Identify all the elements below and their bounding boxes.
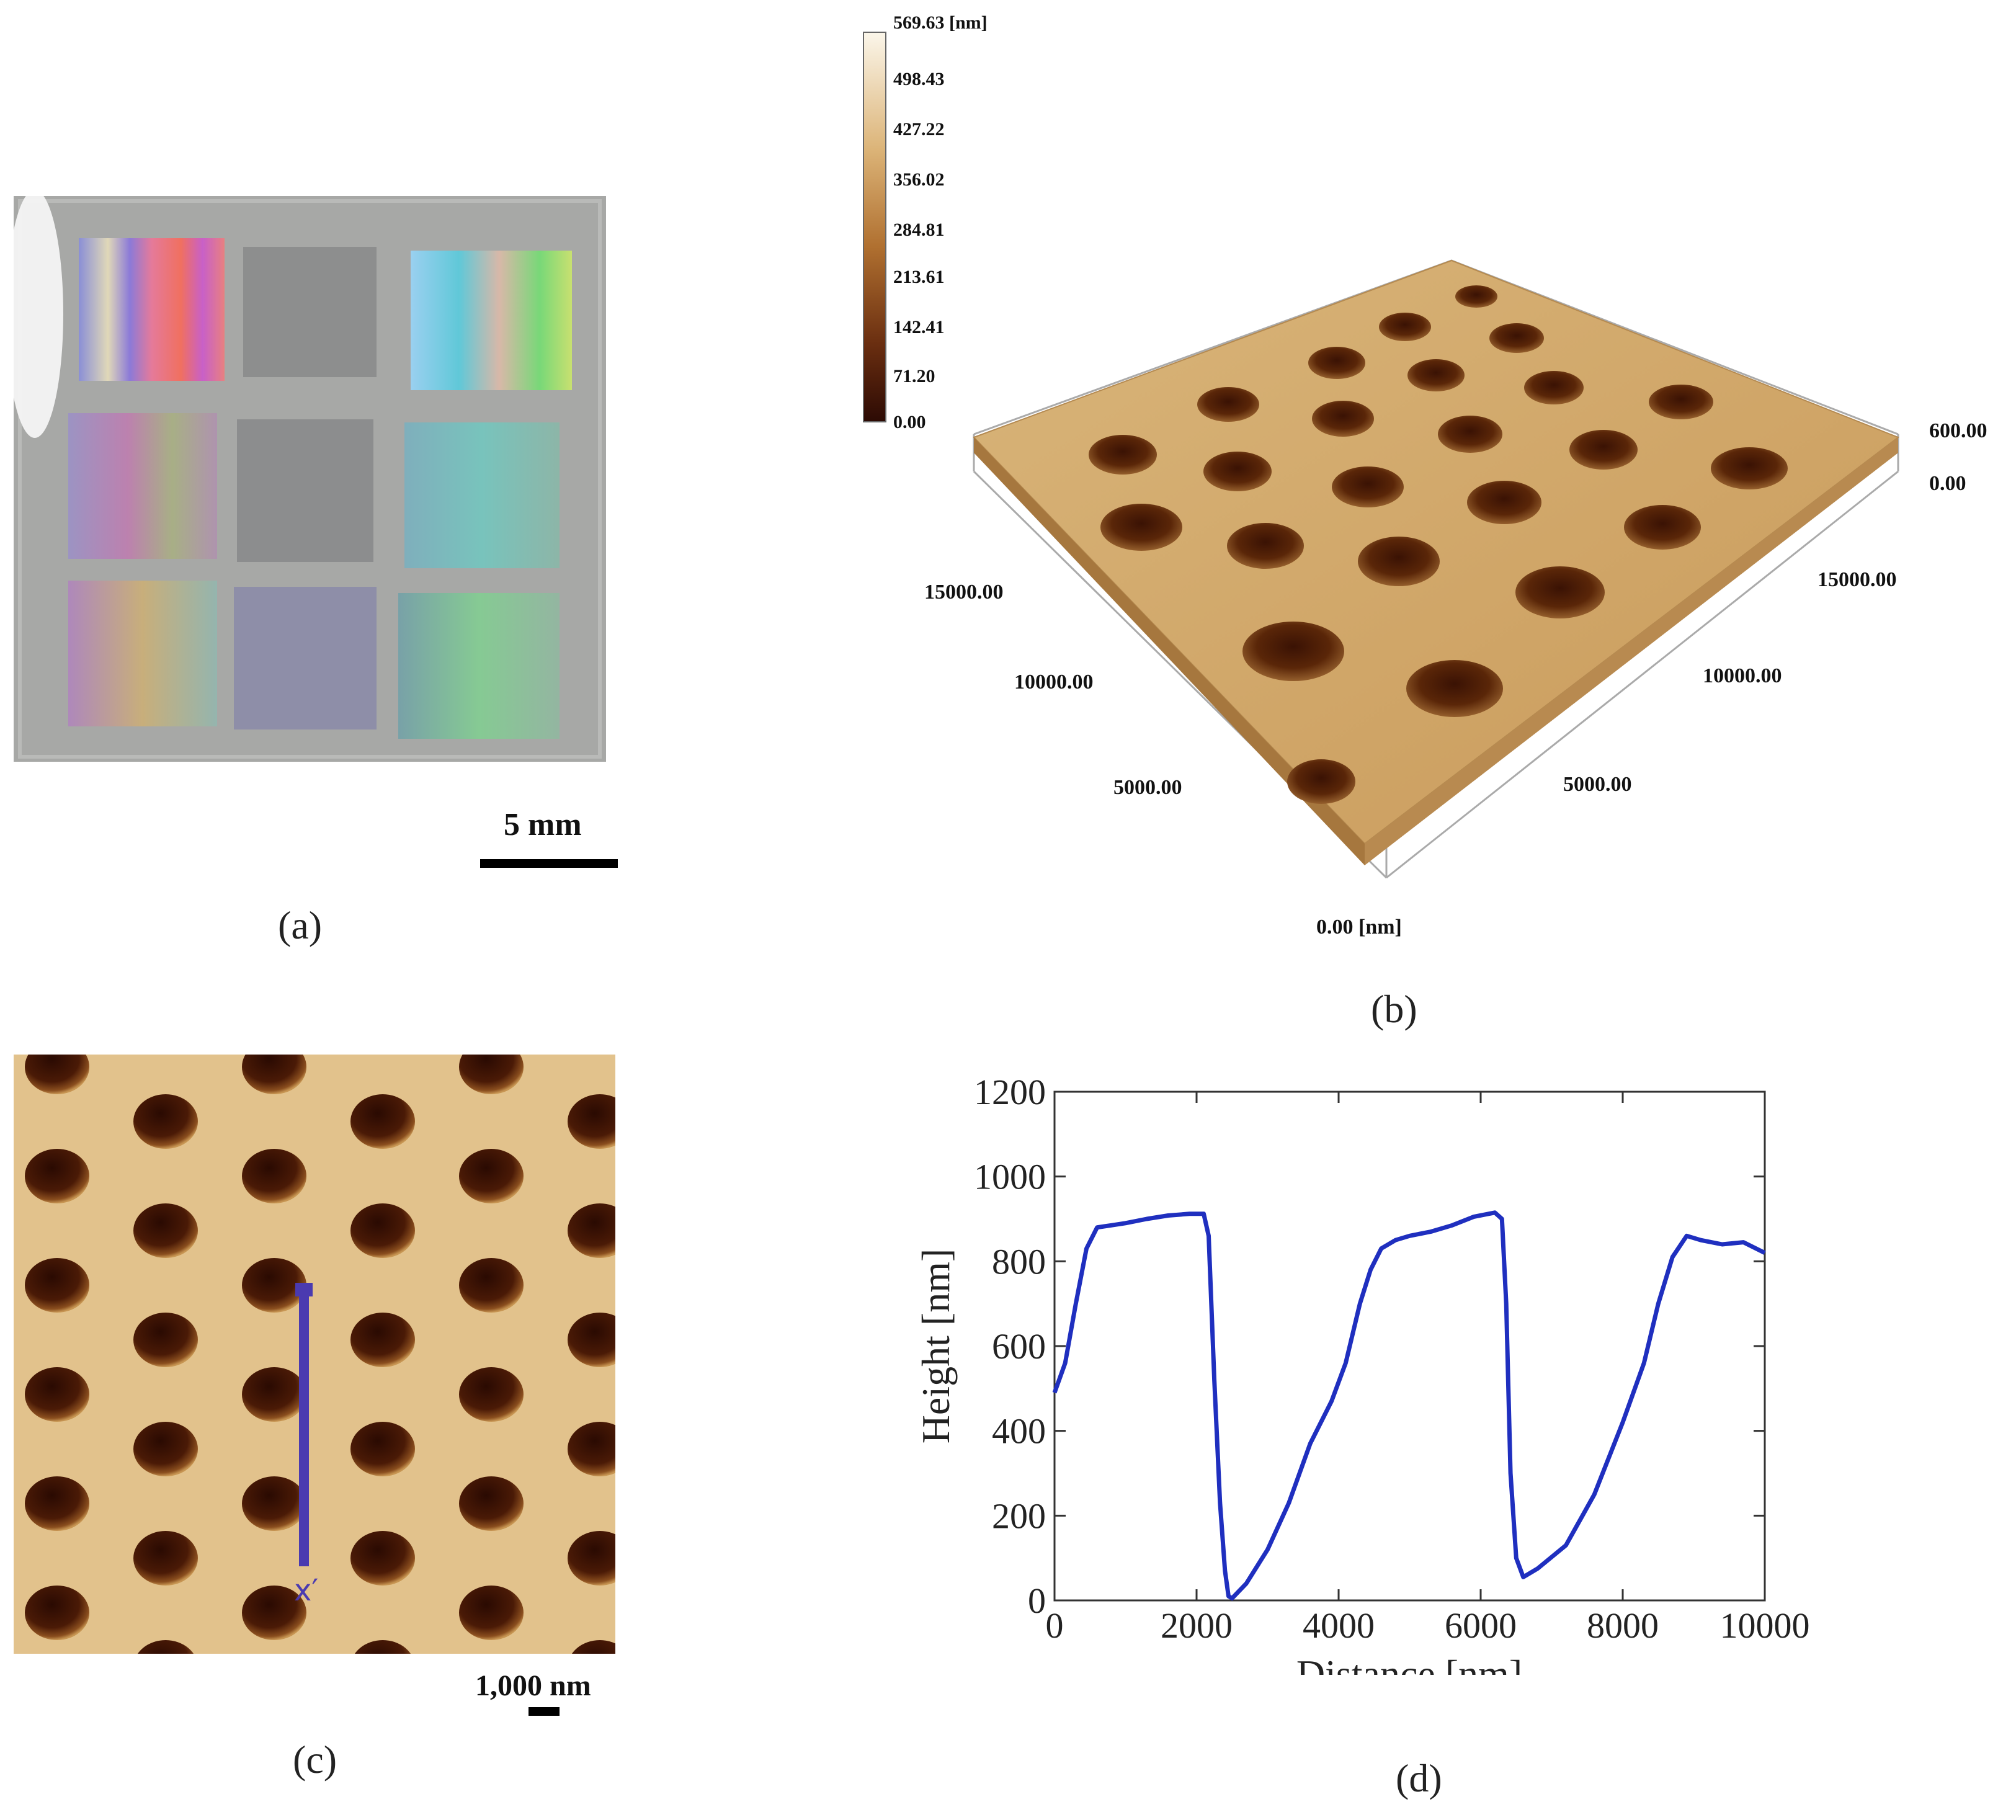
panel-a-photo — [14, 196, 606, 762]
x-tick-label: 10000 — [1720, 1605, 1810, 1646]
panel-c-scale-label: 1,000 nm — [475, 1669, 591, 1702]
hole — [459, 1149, 524, 1203]
colorbar-tick-label: 498.43 — [893, 69, 945, 89]
hole — [133, 1094, 198, 1149]
colorbar-tick-label: 71.20 — [893, 366, 935, 386]
x-axis-title: Distance [nm] — [1296, 1652, 1522, 1675]
right-axis-label: 15000.00 — [1818, 568, 1897, 591]
hole — [25, 1258, 89, 1313]
x-tick-label: 6000 — [1445, 1605, 1517, 1646]
colorbar-tick-label: 213.61 — [893, 267, 945, 287]
x-tick-label: 4000 — [1303, 1605, 1375, 1646]
panel-d-caption: (d) — [1396, 1756, 1442, 1800]
x-tick-label: 8000 — [1587, 1605, 1659, 1646]
hole — [242, 1476, 306, 1531]
height-profile-line — [1052, 1210, 1766, 1601]
hole — [459, 1055, 524, 1094]
right-axis-label: 10000.00 — [1703, 664, 1782, 687]
hole — [459, 1476, 524, 1531]
y-tick-label: 800 — [992, 1241, 1046, 1282]
y-tick-label: 1200 — [974, 1072, 1046, 1112]
hole — [350, 1203, 415, 1258]
hole — [25, 1367, 89, 1422]
hole — [568, 1422, 615, 1476]
hole — [137, 1640, 194, 1654]
hole — [133, 1531, 198, 1586]
right-axis-label: 5000.00 — [1563, 773, 1632, 796]
hole — [133, 1313, 198, 1367]
hole — [354, 1640, 411, 1654]
colorbar — [863, 32, 886, 422]
z-axis-bottom-label: 0.00 — [1929, 472, 1966, 495]
panel-a-scale-label: 5 mm — [504, 807, 582, 842]
colorbar-max-label: 569.63 [nm] — [893, 12, 988, 33]
profile-line-label: x′ — [294, 1573, 318, 1608]
panel-c-scale-bar — [529, 1707, 560, 1716]
left-axis-label: 5000.00 — [1113, 776, 1182, 799]
colorbar-tick-label: 356.02 — [893, 169, 945, 190]
hole — [350, 1422, 415, 1476]
colorbar-tick-label: 142.41 — [893, 317, 945, 337]
x-tick-label: 2000 — [1161, 1605, 1233, 1646]
hole — [25, 1055, 89, 1094]
left-axis-label: 10000.00 — [1014, 671, 1094, 694]
hole-array — [25, 1055, 615, 1654]
hole — [25, 1476, 89, 1531]
hole — [568, 1531, 615, 1586]
hole — [133, 1422, 198, 1476]
panel-c-caption: (c) — [293, 1737, 337, 1782]
z-axis-top-label: 600.00 — [1929, 419, 1987, 442]
hole — [459, 1367, 524, 1422]
hole — [242, 1055, 306, 1094]
panel-c-2d-afm: x′ — [14, 1055, 615, 1654]
y-tick-label: 600 — [992, 1326, 1046, 1367]
hole — [571, 1640, 615, 1654]
y-tick-label: 200 — [992, 1496, 1046, 1536]
colorbar-tick-label: 284.81 — [893, 220, 945, 240]
panel-a-scale-bar — [480, 859, 618, 868]
colorbar-tick-label: 427.22 — [893, 119, 945, 140]
panel-a-caption: (a) — [278, 903, 323, 947]
origin-label: 0.00 [nm] — [1316, 916, 1402, 939]
hole — [459, 1258, 524, 1313]
y-tick-label: 0 — [1028, 1581, 1046, 1621]
panel-b-caption: (b) — [1371, 987, 1417, 1031]
panel-d-height-chart: 0 200 400 600 800 1000 1200 0 2000 4000 6000 8000 1… — [914, 1072, 1810, 1675]
hole — [25, 1149, 89, 1203]
hole — [242, 1586, 306, 1640]
y-tick-label: 400 — [992, 1411, 1046, 1452]
left-axis-label: 15000.00 — [924, 581, 1004, 604]
hole — [350, 1094, 415, 1149]
hole — [242, 1149, 306, 1203]
colorbar-tick-label: 0.00 — [893, 412, 926, 432]
y-tick-label: 1000 — [974, 1157, 1046, 1197]
hole — [568, 1203, 615, 1258]
hole — [350, 1531, 415, 1586]
y-axis-title: Height [nm] — [914, 1249, 958, 1444]
panel-b-3d-afm: 569.63 [nm] 498.43 427.22 356.02 284.81 … — [863, 12, 1987, 939]
hole — [242, 1367, 306, 1422]
hole — [242, 1258, 306, 1313]
hole — [568, 1313, 615, 1367]
pits — [1089, 285, 1788, 804]
hole — [133, 1203, 198, 1258]
hole — [459, 1586, 524, 1640]
hole — [350, 1313, 415, 1367]
hole — [25, 1586, 89, 1640]
hole — [568, 1094, 615, 1149]
x-tick-label: 0 — [1046, 1605, 1064, 1646]
plot-frame — [1053, 1091, 1766, 1602]
